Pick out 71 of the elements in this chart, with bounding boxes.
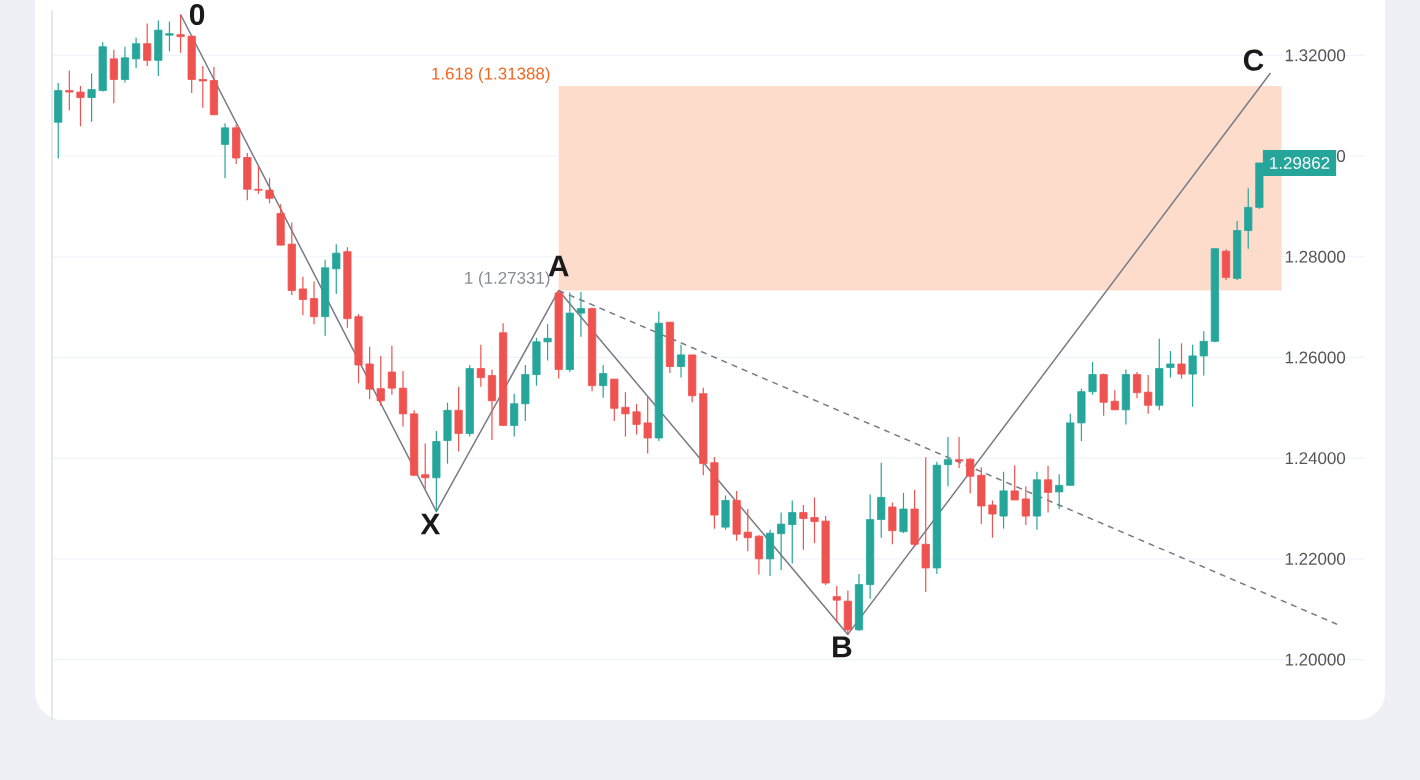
candlestick xyxy=(454,386,463,453)
candlestick xyxy=(643,396,652,455)
candlestick xyxy=(265,177,274,204)
annotation: 0 xyxy=(189,3,205,26)
candlestick xyxy=(1166,350,1175,379)
y-tick-label: 1.24000 xyxy=(1285,452,1346,465)
candlestick xyxy=(1043,465,1053,514)
candlestick xyxy=(165,20,174,52)
candlestick xyxy=(888,501,897,545)
candlestick xyxy=(621,391,630,438)
candlestick xyxy=(743,508,752,552)
candlestick xyxy=(1021,485,1030,526)
candlestick xyxy=(120,46,130,84)
candlestick xyxy=(220,122,230,179)
candlestick xyxy=(810,496,819,544)
annotation: X xyxy=(420,513,441,535)
y-tick-label: 1.20000 xyxy=(1285,653,1346,666)
candlestick xyxy=(955,436,964,469)
candlestick xyxy=(143,22,152,67)
candlestick xyxy=(777,511,786,571)
candlestick xyxy=(376,355,385,407)
candlestick xyxy=(676,344,686,379)
candlestick xyxy=(832,585,841,623)
candlestick xyxy=(899,492,908,534)
annotation: B xyxy=(833,636,852,658)
candlestick xyxy=(387,345,396,396)
candlestick xyxy=(1144,374,1153,415)
candlestick xyxy=(132,37,141,69)
candlestick xyxy=(309,280,319,325)
candlestick xyxy=(1010,464,1019,501)
candlestick xyxy=(1088,361,1097,396)
candlestick xyxy=(1244,187,1253,250)
y-tick-label: 1.22000 xyxy=(1285,552,1346,565)
candlestick xyxy=(76,85,85,127)
annotation: 1.29862 xyxy=(1270,156,1330,169)
y-tick-label: 1.28000 xyxy=(1285,250,1346,263)
candlestick xyxy=(109,49,118,104)
candlestick xyxy=(298,276,307,316)
candlestick xyxy=(754,534,763,576)
candlestick xyxy=(332,243,341,295)
candlestick xyxy=(476,344,485,388)
candlestick xyxy=(65,69,74,111)
candlestick xyxy=(943,436,953,487)
candlestick xyxy=(799,504,808,551)
candlestick xyxy=(966,457,975,494)
candlestick xyxy=(921,456,930,593)
candlestick xyxy=(632,403,641,436)
candlestick xyxy=(1055,473,1064,510)
candlestick xyxy=(788,499,797,564)
candlestick xyxy=(1199,330,1208,377)
annotation: A xyxy=(548,255,569,277)
annotation: C xyxy=(1243,49,1264,71)
candlestick xyxy=(421,442,430,490)
annotation: 1 (1.27331) xyxy=(465,271,550,288)
y-tick-label: 1.26000 xyxy=(1285,351,1346,364)
candlestick xyxy=(543,323,552,362)
candlestick xyxy=(1132,371,1142,399)
candlestick xyxy=(198,65,207,109)
y-tick-label: 1.32000 xyxy=(1285,49,1346,62)
candlestick xyxy=(988,499,997,539)
candlestick xyxy=(254,165,263,195)
candlestick xyxy=(1110,389,1119,411)
candlestick xyxy=(1188,344,1197,408)
candlestick xyxy=(877,462,886,539)
candlestick xyxy=(510,393,519,438)
candlestick xyxy=(599,364,608,399)
candlestick xyxy=(176,13,185,54)
annotation: 1.618 (1.31388) xyxy=(432,67,550,83)
candlestick xyxy=(576,291,586,338)
candlestick xyxy=(87,72,96,123)
candlestick xyxy=(1177,342,1186,380)
